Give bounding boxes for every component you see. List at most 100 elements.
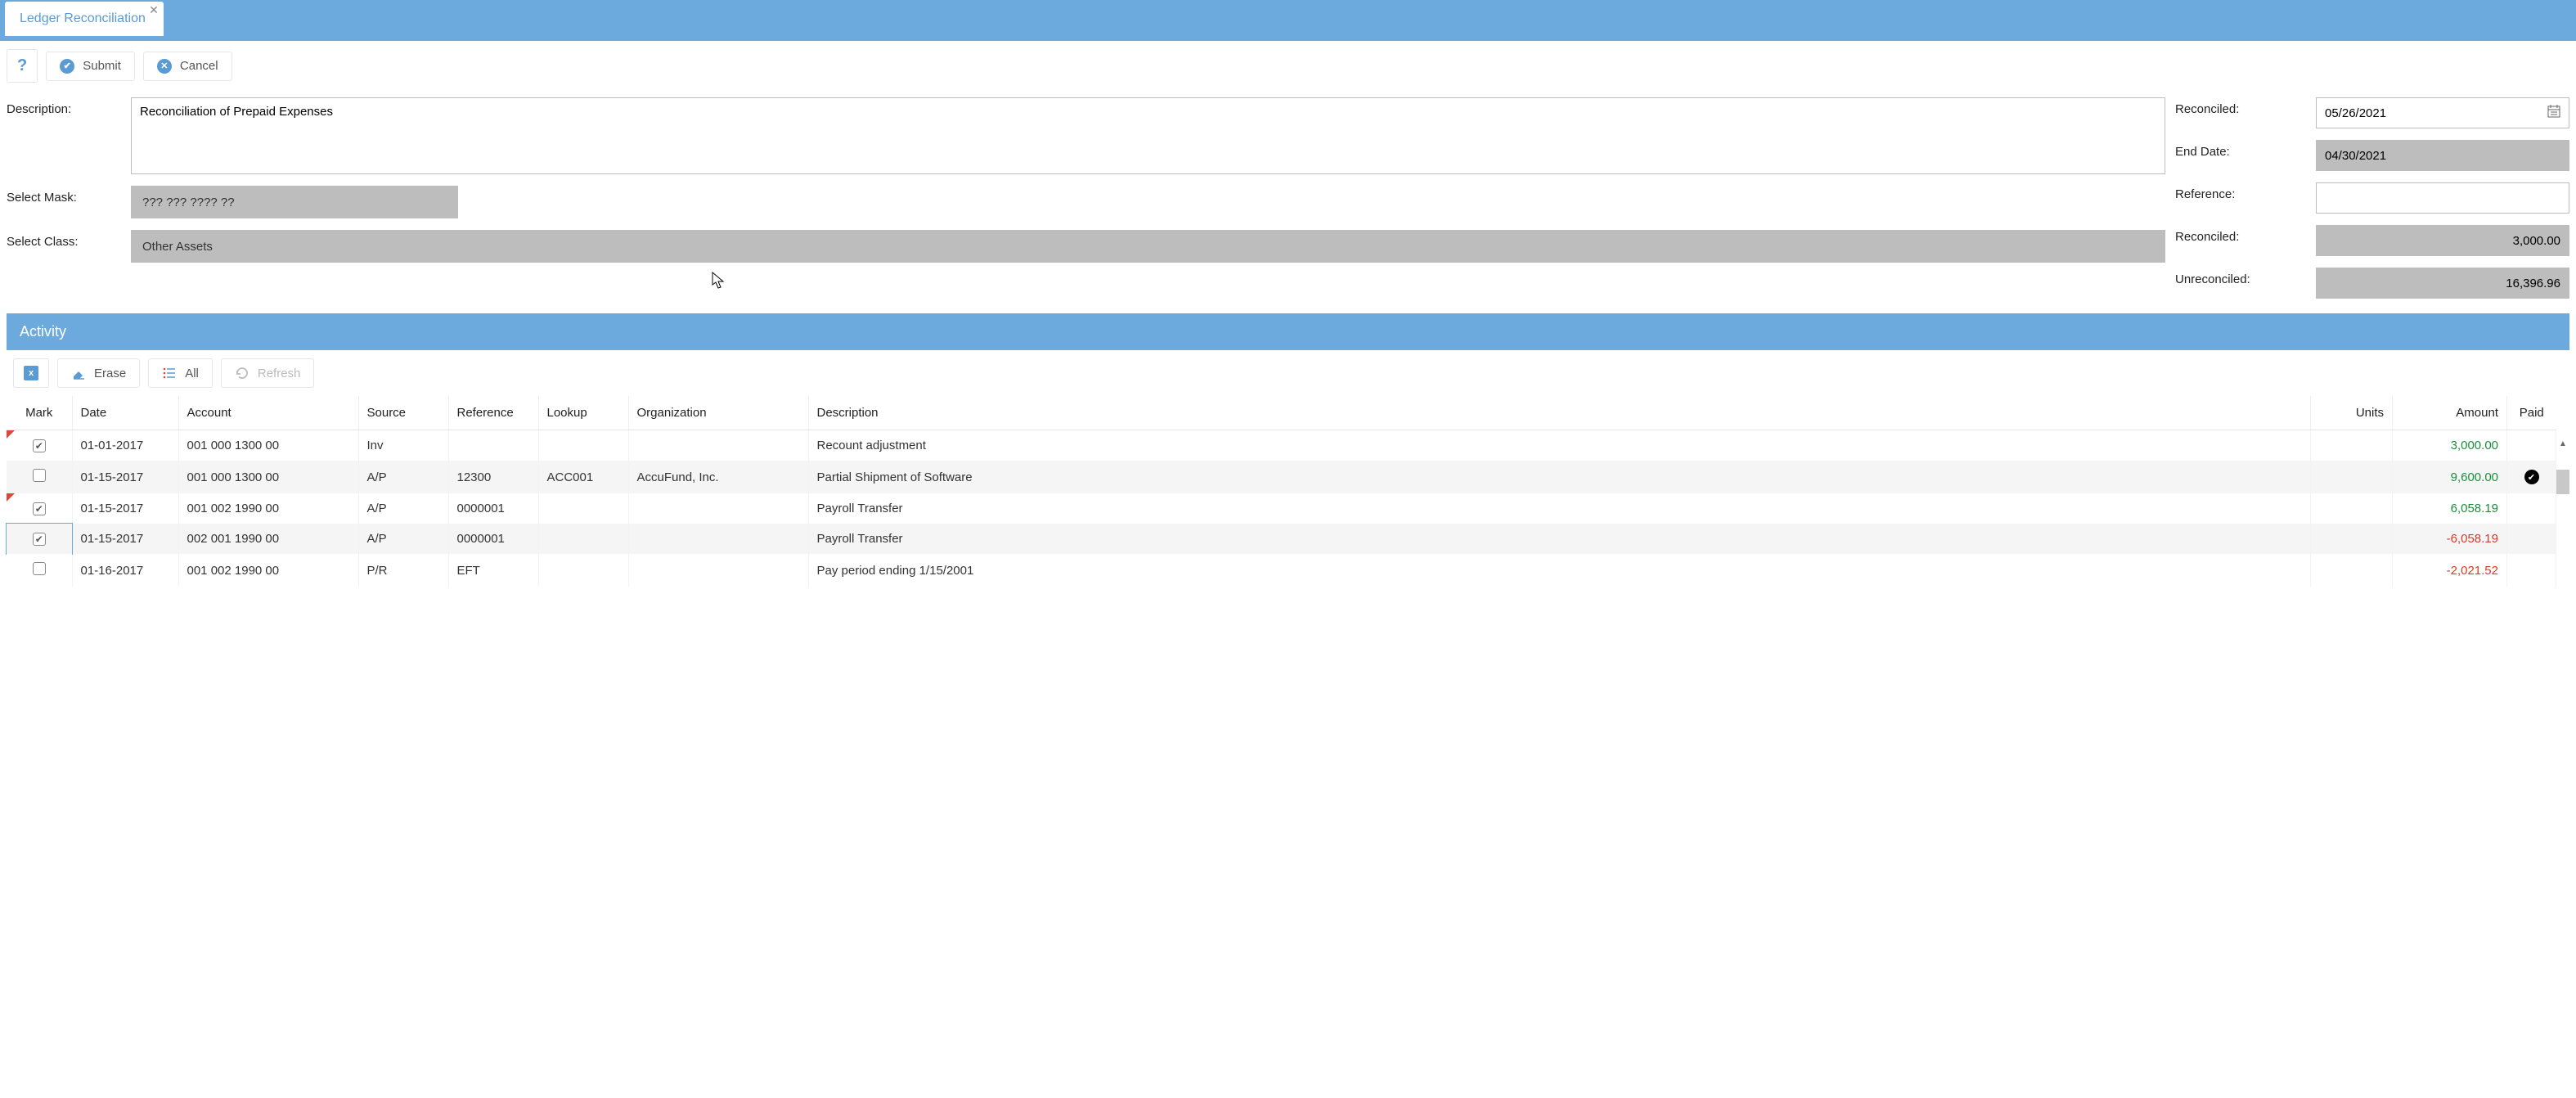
cancel-button[interactable]: ✕ Cancel	[143, 52, 232, 81]
check-icon: ✔	[60, 59, 74, 74]
amount-cell: 3,000.00	[2393, 430, 2507, 461]
table-row[interactable]: 01-01-2017001 000 1300 00InvRecount adju…	[7, 430, 2556, 461]
account-cell: 001 000 1300 00	[178, 430, 358, 461]
mark-checkbox[interactable]	[33, 533, 46, 546]
mark-checkbox[interactable]	[33, 469, 46, 482]
description-cell: Pay period ending 1/15/2001	[808, 554, 2311, 587]
description-cell: Payroll Transfer	[808, 524, 2311, 554]
paid-cell	[2507, 461, 2556, 493]
submit-button[interactable]: ✔ Submit	[46, 52, 135, 81]
paid-cell	[2507, 493, 2556, 524]
list-icon	[162, 366, 177, 380]
reference-cell: 12300	[448, 461, 538, 493]
cancel-label: Cancel	[180, 59, 218, 73]
date-cell: 01-15-2017	[72, 524, 178, 554]
reference-cell: EFT	[448, 554, 538, 587]
reference-input[interactable]	[2325, 191, 2560, 205]
date-cell: 01-15-2017	[72, 493, 178, 524]
col-account[interactable]: Account	[178, 396, 358, 430]
units-cell	[2311, 524, 2393, 554]
reconciled-total-field: 3,000.00	[2316, 225, 2569, 256]
units-cell	[2311, 430, 2393, 461]
col-organization[interactable]: Organization	[628, 396, 808, 430]
mark-cell[interactable]	[7, 461, 72, 493]
reference-cell: 0000001	[448, 493, 538, 524]
select-mask-value: ??? ??? ???? ??	[142, 196, 235, 209]
paid-cell	[2507, 554, 2556, 587]
mark-checkbox[interactable]	[33, 439, 46, 452]
paid-cell	[2507, 430, 2556, 461]
amount-cell: 6,058.19	[2393, 493, 2507, 524]
reconciled-date-field[interactable]	[2316, 97, 2569, 128]
description-input[interactable]	[131, 97, 2165, 174]
col-description[interactable]: Description	[808, 396, 2311, 430]
scrollbar-thumb[interactable]	[2556, 470, 2569, 494]
tab-ledger-reconciliation[interactable]: Ledger Reconciliation ✕	[5, 2, 164, 36]
lookup-cell	[538, 524, 628, 554]
mark-cell[interactable]	[7, 493, 72, 524]
organization-cell	[628, 554, 808, 587]
table-row[interactable]: 01-16-2017001 002 1990 00P/REFTPay perio…	[7, 554, 2556, 587]
reconciled-date-input[interactable]	[2325, 106, 2560, 120]
close-icon[interactable]: ✕	[149, 3, 159, 17]
mark-cell[interactable]	[7, 524, 72, 554]
col-lookup[interactable]: Lookup	[538, 396, 628, 430]
amount-cell: -2,021.52	[2393, 554, 2507, 587]
reconciled-total-label: Reconciled:	[2175, 225, 2306, 256]
paid-cell	[2507, 524, 2556, 554]
col-mark[interactable]: Mark	[7, 396, 72, 430]
select-class-field: Other Assets	[131, 230, 2165, 263]
help-button[interactable]: ?	[7, 49, 38, 83]
table-row[interactable]: 01-15-2017002 001 1990 00A/P0000001Payro…	[7, 524, 2556, 554]
erase-button[interactable]: Erase	[57, 358, 140, 388]
date-cell: 01-15-2017	[72, 461, 178, 493]
end-date-value: 04/30/2021	[2325, 149, 2386, 163]
description-label: Description:	[7, 97, 121, 116]
select-mask-label: Select Mask:	[7, 186, 121, 205]
calendar-icon[interactable]	[2547, 105, 2560, 121]
mark-checkbox[interactable]	[33, 502, 46, 515]
description-cell: Partial Shipment of Software	[808, 461, 2311, 493]
col-source[interactable]: Source	[358, 396, 448, 430]
reference-label: Reference:	[2175, 182, 2306, 214]
mark-checkbox[interactable]	[33, 562, 46, 575]
col-reference[interactable]: Reference	[448, 396, 538, 430]
submit-label: Submit	[83, 59, 121, 73]
header-bar: Ledger Reconciliation ✕	[0, 0, 2576, 41]
table-row[interactable]: 01-15-2017001 000 1300 00A/P12300ACC001A…	[7, 461, 2556, 493]
reference-cell	[448, 430, 538, 461]
all-button[interactable]: All	[148, 358, 213, 388]
export-excel-button[interactable]: x	[13, 358, 49, 388]
col-paid[interactable]: Paid	[2507, 396, 2556, 430]
col-units[interactable]: Units	[2311, 396, 2393, 430]
mark-cell[interactable]	[7, 554, 72, 587]
table-row[interactable]: 01-15-2017001 002 1990 00A/P0000001Payro…	[7, 493, 2556, 524]
select-class-label: Select Class:	[7, 230, 121, 249]
account-cell: 001 000 1300 00	[178, 461, 358, 493]
lookup-cell: ACC001	[538, 461, 628, 493]
unreconciled-field: 16,396.96	[2316, 268, 2569, 299]
activity-title: Activity	[20, 323, 66, 340]
flag-icon	[7, 430, 15, 439]
organization-cell	[628, 493, 808, 524]
activity-table-wrap: Mark Date Account Source Reference Looku…	[7, 396, 2569, 587]
lookup-cell	[538, 554, 628, 587]
scroll-up-arrow[interactable]: ▲	[2556, 437, 2569, 450]
lookup-cell	[538, 430, 628, 461]
col-date[interactable]: Date	[72, 396, 178, 430]
select-class-value: Other Assets	[142, 240, 213, 254]
col-amount[interactable]: Amount	[2393, 396, 2507, 430]
select-mask-field: ??? ??? ???? ??	[131, 186, 458, 218]
eraser-icon	[71, 366, 86, 380]
activity-section-header: Activity	[7, 313, 2569, 350]
refresh-button[interactable]: Refresh	[221, 358, 315, 388]
refresh-label: Refresh	[258, 367, 301, 380]
reference-field[interactable]	[2316, 182, 2569, 214]
mark-cell[interactable]	[7, 430, 72, 461]
organization-cell	[628, 430, 808, 461]
date-cell: 01-01-2017	[72, 430, 178, 461]
amount-cell: -6,058.19	[2393, 524, 2507, 554]
organization-cell: AccuFund, Inc.	[628, 461, 808, 493]
tab-title: Ledger Reconciliation	[20, 11, 146, 25]
source-cell: P/R	[358, 554, 448, 587]
